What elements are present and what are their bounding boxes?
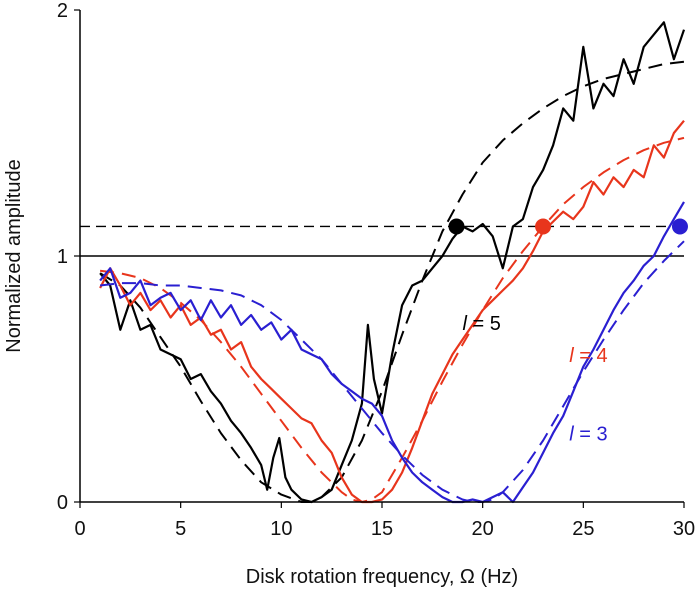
series-line-l4 bbox=[99, 120, 685, 504]
x-tick-label: 15 bbox=[371, 518, 393, 540]
series-line-l5 bbox=[99, 21, 686, 504]
series-line-l5-fit bbox=[99, 60, 685, 503]
y-tick-label: 0 bbox=[57, 492, 68, 514]
y-tick-label: 1 bbox=[57, 246, 68, 268]
x-tick-label: 25 bbox=[572, 518, 594, 540]
series-line-l4-fit bbox=[99, 136, 685, 503]
threshold-marker-1 bbox=[448, 218, 465, 235]
x-tick-label: 30 bbox=[673, 518, 695, 540]
y-axis-title: Normalized amplitude bbox=[3, 159, 25, 352]
x-tick-label: 0 bbox=[74, 518, 85, 540]
series-line-l3-fit bbox=[99, 240, 685, 503]
x-tick-label: 20 bbox=[472, 518, 494, 540]
series-label-l5: l = 5 bbox=[463, 313, 501, 335]
x-axis-title: Disk rotation frequency, Ω (Hz) bbox=[246, 566, 518, 588]
series-label-l3: l = 3 bbox=[569, 424, 607, 446]
threshold-marker-2 bbox=[535, 218, 552, 235]
series-label-l4: l = 4 bbox=[569, 345, 607, 367]
x-tick-label: 10 bbox=[270, 518, 292, 540]
y-tick-label: 2 bbox=[57, 0, 68, 22]
threshold-marker-3 bbox=[671, 218, 688, 235]
x-tick-label: 5 bbox=[175, 518, 186, 540]
series-line-l3 bbox=[99, 201, 685, 504]
